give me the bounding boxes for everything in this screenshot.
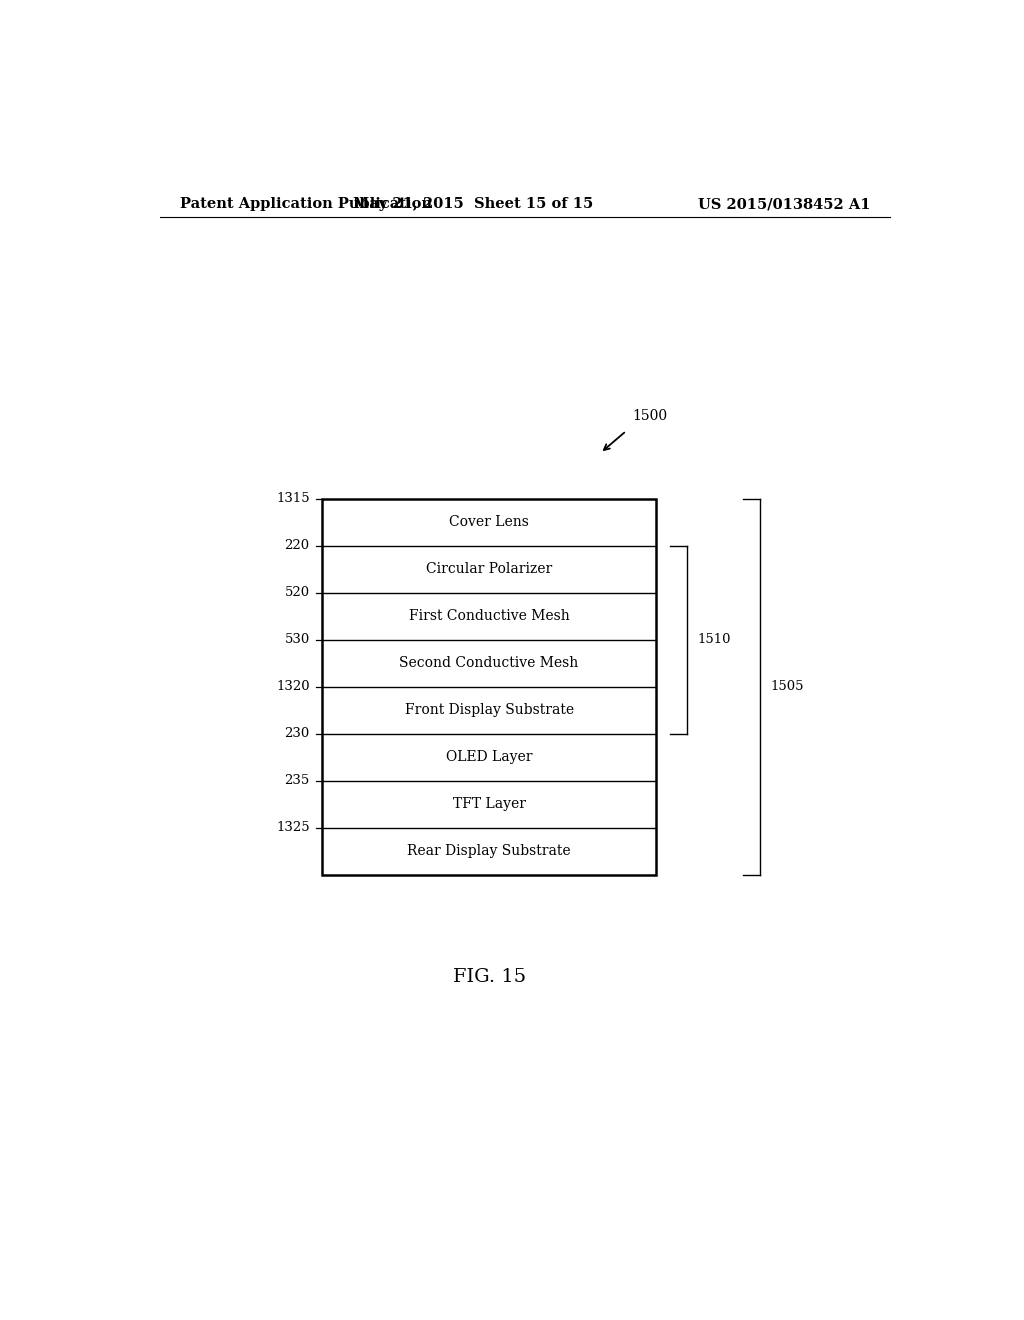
Text: Cover Lens: Cover Lens <box>450 515 529 529</box>
Text: 235: 235 <box>285 775 309 788</box>
Text: 520: 520 <box>285 586 309 599</box>
Text: 1505: 1505 <box>770 680 804 693</box>
Text: 1325: 1325 <box>276 821 309 834</box>
Text: 1320: 1320 <box>276 680 309 693</box>
Text: First Conductive Mesh: First Conductive Mesh <box>409 610 569 623</box>
Text: May 21, 2015  Sheet 15 of 15: May 21, 2015 Sheet 15 of 15 <box>353 197 593 211</box>
Text: OLED Layer: OLED Layer <box>445 751 532 764</box>
Text: 1315: 1315 <box>276 492 309 506</box>
Bar <box>323 499 655 875</box>
Text: TFT Layer: TFT Layer <box>453 797 525 812</box>
Text: Circular Polarizer: Circular Polarizer <box>426 562 552 577</box>
Text: Front Display Substrate: Front Display Substrate <box>404 704 573 718</box>
Text: 230: 230 <box>285 727 309 741</box>
Text: Second Conductive Mesh: Second Conductive Mesh <box>399 656 579 671</box>
Text: FIG. 15: FIG. 15 <box>453 968 525 986</box>
Text: 1510: 1510 <box>697 634 730 647</box>
Text: 220: 220 <box>285 540 309 552</box>
Text: US 2015/0138452 A1: US 2015/0138452 A1 <box>697 197 870 211</box>
Text: 530: 530 <box>285 634 309 647</box>
Text: Rear Display Substrate: Rear Display Substrate <box>408 845 571 858</box>
Text: Patent Application Publication: Patent Application Publication <box>179 197 431 211</box>
Text: 1500: 1500 <box>632 409 667 422</box>
